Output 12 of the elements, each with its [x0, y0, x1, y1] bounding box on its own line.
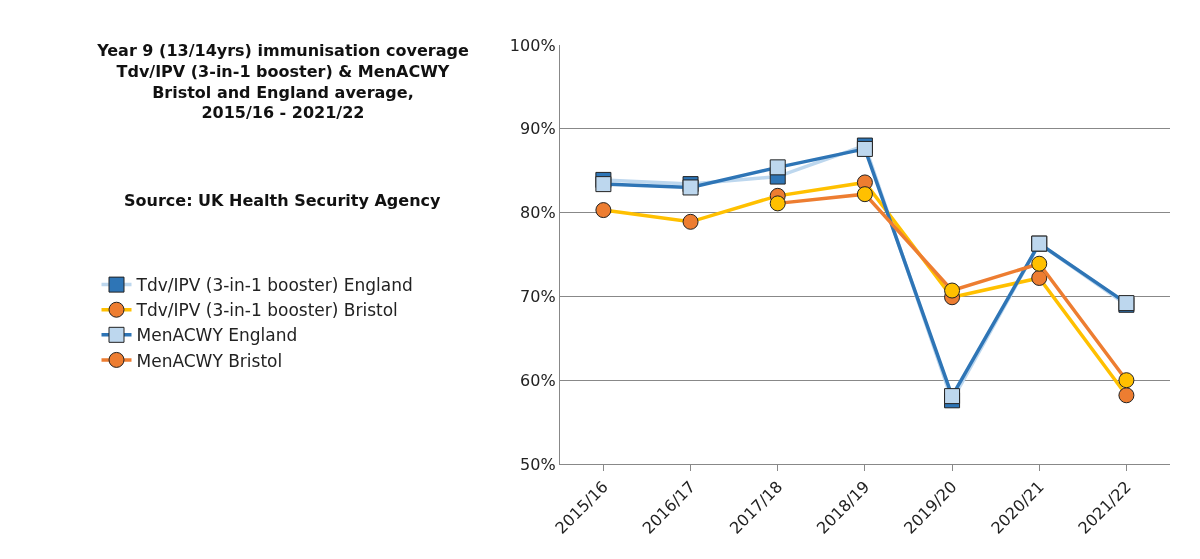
legend-label: Tdv/IPV (3-in-1 booster) England	[135, 275, 413, 296]
legend-label: Tdv/IPV (3-in-1 booster) Bristol	[135, 300, 398, 321]
legend-label: MenACWY Bristol	[136, 350, 283, 371]
legend-label: MenACWY England	[136, 325, 298, 346]
text: Year 9 (13/14yrs) immunisation coverage Tdv/IPV (3-in-1 booster) & MenACWY Bristol and England average, 2015/16 - 2021/22	[96, 40, 469, 123]
source-note: Source: UK Health Security Agency	[124, 191, 442, 210]
y-tick-label: 70%	[520, 287, 556, 306]
y-tick-label: 80%	[520, 203, 556, 223]
y-tick-label: 50%	[520, 454, 556, 474]
y-tick-label: 100%	[509, 35, 556, 55]
y-tick-label: 60%	[520, 370, 556, 390]
y-tick-label: 90%	[520, 119, 556, 139]
